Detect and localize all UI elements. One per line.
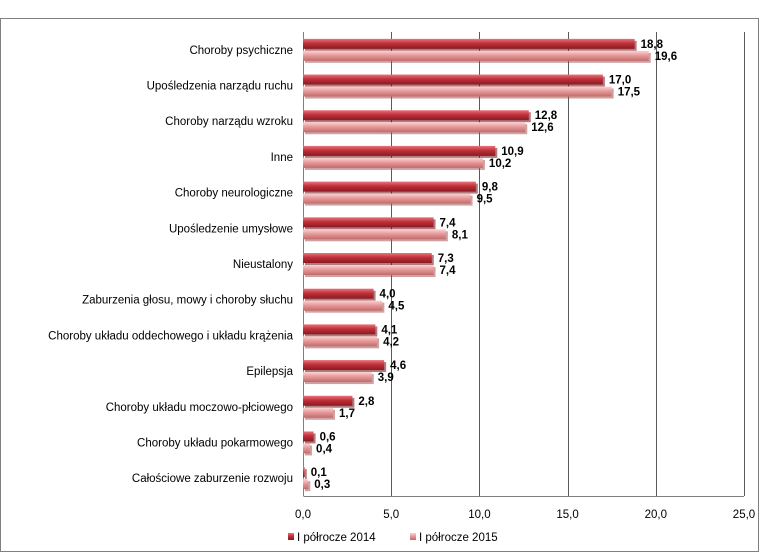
bar xyxy=(303,86,614,99)
category-label: Choroby neurologiczne xyxy=(175,188,293,200)
legend-label: I półrocze 2014 xyxy=(297,532,376,544)
category-label: Choroby narządu wzroku xyxy=(165,116,293,128)
data-label: 1,7 xyxy=(339,408,355,420)
data-label: 8,1 xyxy=(452,229,469,241)
category-labels: Choroby psychiczne Upośledzenia narządu r… xyxy=(48,45,293,485)
data-label: 18,8 xyxy=(641,39,664,51)
bar xyxy=(303,431,316,444)
bar xyxy=(303,253,434,265)
bar xyxy=(303,110,531,123)
data-label: 0,1 xyxy=(311,467,328,479)
bar xyxy=(303,395,355,408)
bar xyxy=(303,479,311,492)
bar xyxy=(303,50,651,63)
bar xyxy=(303,372,374,385)
value-labels: 18,819,6 17,017,5 12,812,6 10,910,2 9,89,5 7,… xyxy=(311,39,677,491)
bar xyxy=(303,443,313,456)
data-label: 4,2 xyxy=(383,336,399,348)
bar xyxy=(303,38,637,51)
bars xyxy=(303,38,651,492)
category-label: Nieustalony xyxy=(233,259,293,271)
legend-item: I półrocze 2014 xyxy=(288,532,376,544)
data-label: 7,4 xyxy=(440,217,457,229)
bar xyxy=(303,265,436,277)
bar xyxy=(303,157,485,170)
data-label: 4,0 xyxy=(380,289,396,301)
bar xyxy=(303,145,498,158)
data-label: 3,9 xyxy=(378,372,394,384)
category-label: Inne xyxy=(271,152,293,164)
data-label: 19,6 xyxy=(655,51,677,63)
data-label: 0,3 xyxy=(314,479,330,491)
data-label: 12,8 xyxy=(535,110,558,122)
x-tick-label: 0,0 xyxy=(295,509,311,521)
category-label: Upośledzenie umysłowe xyxy=(169,223,293,235)
bar xyxy=(303,193,473,206)
x-tick-label: 10,0 xyxy=(468,509,490,521)
bar xyxy=(303,467,307,480)
data-label: 17,0 xyxy=(609,75,631,87)
category-label: Choroby układu moczowo-płciowego xyxy=(106,402,293,414)
bar xyxy=(303,122,528,135)
bar xyxy=(303,324,378,337)
x-axis: 0,0 5,0 10,0 15,0 20,0 25,0 xyxy=(295,496,755,521)
bar xyxy=(303,360,387,373)
legend-item: I półrocze 2015 xyxy=(410,532,498,544)
x-tick-label: 15,0 xyxy=(556,509,578,521)
bar xyxy=(303,229,448,242)
grid xyxy=(303,32,745,496)
data-label: 10,2 xyxy=(489,158,511,170)
legend-label: I półrocze 2015 xyxy=(419,532,498,544)
data-label: 2,8 xyxy=(358,396,375,408)
legend: I półrocze 2014 I półrocze 2015 xyxy=(288,532,498,544)
data-label: 4,6 xyxy=(390,360,406,372)
data-label: 9,5 xyxy=(477,194,494,206)
data-label: 17,5 xyxy=(618,87,641,99)
category-label: Choroby układu pokarmowego xyxy=(137,437,293,449)
bar xyxy=(303,74,605,87)
x-tick-label: 20,0 xyxy=(645,509,667,521)
category-label: Choroby układu oddechowego i układu krąż… xyxy=(48,330,293,342)
data-label: 12,6 xyxy=(531,122,553,134)
chart-frame xyxy=(0,18,759,552)
legend-swatch xyxy=(410,533,416,540)
bar xyxy=(303,288,376,301)
data-label: 9,8 xyxy=(482,182,499,194)
legend-swatch xyxy=(288,533,294,540)
category-label: Zaburzenia głosu, mowy i choroby słuchu xyxy=(82,295,293,307)
x-tick-label: 5,0 xyxy=(383,509,399,521)
data-label: 4,5 xyxy=(388,301,405,313)
data-label: 7,3 xyxy=(438,253,454,265)
category-label: Całościowe zaburzenie rozwoju xyxy=(132,473,293,485)
data-label: 0,4 xyxy=(316,443,333,455)
bar xyxy=(303,300,385,313)
category-label: Choroby psychiczne xyxy=(189,45,293,57)
data-label: 0,6 xyxy=(320,431,336,443)
category-label: Upośledzenia narządu ruchu xyxy=(147,81,293,93)
data-label: 7,4 xyxy=(440,265,457,277)
bar xyxy=(303,336,380,349)
bar xyxy=(303,217,436,230)
category-label: Epilepsja xyxy=(246,366,293,378)
x-tick-label: 25,0 xyxy=(733,509,755,521)
data-label: 4,1 xyxy=(381,324,398,336)
bar xyxy=(303,407,335,420)
data-label: 10,9 xyxy=(501,146,523,158)
bar xyxy=(303,181,478,194)
